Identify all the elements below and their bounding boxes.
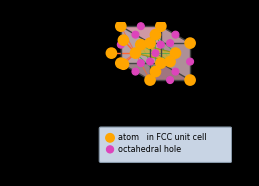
Circle shape [136,40,146,50]
Circle shape [145,75,155,85]
Circle shape [152,50,159,57]
Circle shape [187,58,193,65]
Circle shape [132,31,139,38]
Circle shape [165,57,175,67]
Circle shape [132,68,139,75]
Polygon shape [161,26,190,80]
Circle shape [156,21,166,31]
Circle shape [150,67,161,77]
Circle shape [106,146,113,153]
Polygon shape [135,45,176,62]
Circle shape [172,31,179,38]
Circle shape [106,134,114,142]
Circle shape [150,30,161,40]
Circle shape [118,59,128,69]
Circle shape [147,58,154,65]
Circle shape [106,48,116,58]
Circle shape [116,21,126,31]
Polygon shape [121,26,150,80]
Circle shape [157,41,164,48]
Text: atom   in FCC unit cell: atom in FCC unit cell [118,133,206,142]
Polygon shape [135,45,176,62]
Circle shape [131,48,140,58]
Polygon shape [121,63,190,80]
Circle shape [172,68,179,75]
Polygon shape [121,26,190,43]
Polygon shape [121,26,161,63]
Circle shape [137,23,144,30]
Circle shape [170,48,181,58]
FancyBboxPatch shape [99,127,232,162]
Circle shape [118,35,128,45]
Circle shape [167,77,174,84]
Circle shape [185,38,195,48]
Polygon shape [150,43,190,80]
Circle shape [117,41,124,48]
Circle shape [185,75,195,85]
Circle shape [116,58,126,68]
Text: octahedral hole: octahedral hole [118,145,181,154]
Circle shape [167,40,174,46]
Circle shape [145,38,155,48]
Circle shape [156,58,166,68]
Circle shape [137,60,144,67]
